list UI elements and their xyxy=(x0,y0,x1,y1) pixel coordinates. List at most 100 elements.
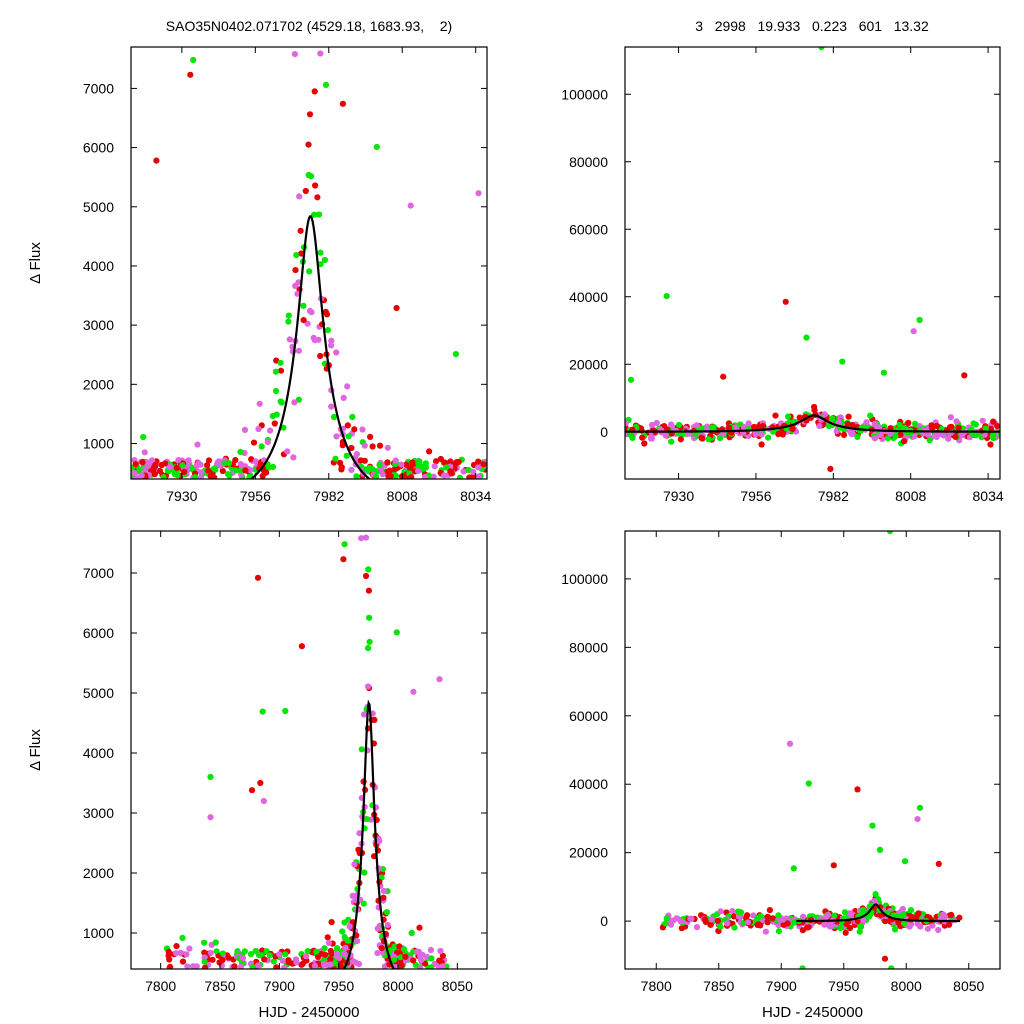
data-point xyxy=(276,951,283,958)
data-point xyxy=(676,421,683,429)
data-point xyxy=(187,71,194,78)
y-tick-label: 80000 xyxy=(569,639,608,655)
data-point xyxy=(786,740,794,747)
data-point xyxy=(663,915,670,922)
data-point xyxy=(410,688,417,695)
data-point xyxy=(317,50,324,57)
data-point xyxy=(737,909,745,916)
data-point xyxy=(131,469,138,476)
data-point xyxy=(892,912,899,919)
data-point xyxy=(384,459,391,466)
data-point xyxy=(416,924,423,931)
data-point xyxy=(782,298,789,305)
data-point xyxy=(433,458,440,465)
data-point xyxy=(841,909,849,916)
data-point xyxy=(324,934,331,941)
data-point xyxy=(339,928,346,935)
data-point xyxy=(857,923,864,930)
data-point xyxy=(811,407,818,414)
data-point xyxy=(900,920,908,927)
data-point xyxy=(293,956,300,963)
data-point xyxy=(263,469,270,476)
data-point xyxy=(376,442,384,449)
data-point xyxy=(312,182,319,189)
data-point xyxy=(972,421,979,428)
data-point xyxy=(844,421,851,428)
data-point xyxy=(877,432,884,439)
data-point xyxy=(392,472,399,479)
data-point xyxy=(784,920,791,927)
data-point xyxy=(384,444,391,451)
data-point xyxy=(668,438,675,445)
data-point xyxy=(310,334,317,341)
data-point xyxy=(402,953,409,961)
data-point xyxy=(362,534,370,541)
data-point xyxy=(256,400,263,407)
x-tick-label: 7950 xyxy=(323,978,354,994)
data-point xyxy=(270,958,277,965)
data-point xyxy=(293,252,300,259)
data-point xyxy=(315,211,323,218)
data-point xyxy=(358,535,365,542)
data-point xyxy=(241,948,248,955)
data-point xyxy=(821,411,828,418)
data-point xyxy=(254,962,262,969)
data-point xyxy=(284,448,291,455)
data-point xyxy=(707,921,714,928)
data-point xyxy=(896,421,903,428)
data-point xyxy=(805,924,812,931)
data-point xyxy=(929,425,936,432)
data-point xyxy=(259,708,266,715)
data-point xyxy=(915,910,922,917)
data-point xyxy=(409,459,416,466)
data-point xyxy=(757,913,764,920)
data-point xyxy=(901,438,908,445)
data-point xyxy=(322,81,330,88)
data-point xyxy=(198,469,205,476)
data-point xyxy=(354,938,361,945)
data-point xyxy=(138,472,145,479)
data-point xyxy=(987,425,995,432)
data-point xyxy=(758,441,765,448)
data-point xyxy=(238,462,245,469)
data-point xyxy=(415,467,422,474)
data-point xyxy=(428,964,435,969)
data-point xyxy=(408,929,415,937)
data-point xyxy=(282,951,289,958)
data-point xyxy=(441,472,448,479)
data-point xyxy=(384,922,391,929)
data-point xyxy=(708,916,716,923)
fit-curve xyxy=(249,215,372,479)
data-point xyxy=(328,403,335,410)
data-point xyxy=(328,342,335,349)
data-point xyxy=(912,420,919,427)
data-point xyxy=(933,422,940,430)
data-point xyxy=(821,921,828,928)
data-point xyxy=(343,452,350,459)
data-point xyxy=(380,949,387,957)
data-point xyxy=(365,587,372,594)
y-tick-label: 80000 xyxy=(569,154,608,170)
data-point xyxy=(848,430,855,437)
data-point xyxy=(141,466,148,473)
data-point xyxy=(441,459,448,466)
data-point xyxy=(901,858,909,865)
data-point xyxy=(264,439,271,446)
data-point xyxy=(825,422,833,430)
data-point xyxy=(431,463,438,470)
data-point xyxy=(184,458,191,465)
y-tick-label: 0 xyxy=(600,913,608,929)
data-point xyxy=(250,439,258,446)
data-point xyxy=(637,425,645,432)
data-point xyxy=(186,945,193,952)
data-point xyxy=(207,949,214,956)
data-point xyxy=(277,367,285,374)
data-point xyxy=(348,444,355,452)
data-point xyxy=(285,318,292,325)
data-point xyxy=(374,925,381,932)
data-point xyxy=(373,143,380,151)
data-point xyxy=(338,464,345,471)
data-point xyxy=(698,434,705,441)
data-point xyxy=(321,945,328,952)
data-point xyxy=(970,431,977,438)
